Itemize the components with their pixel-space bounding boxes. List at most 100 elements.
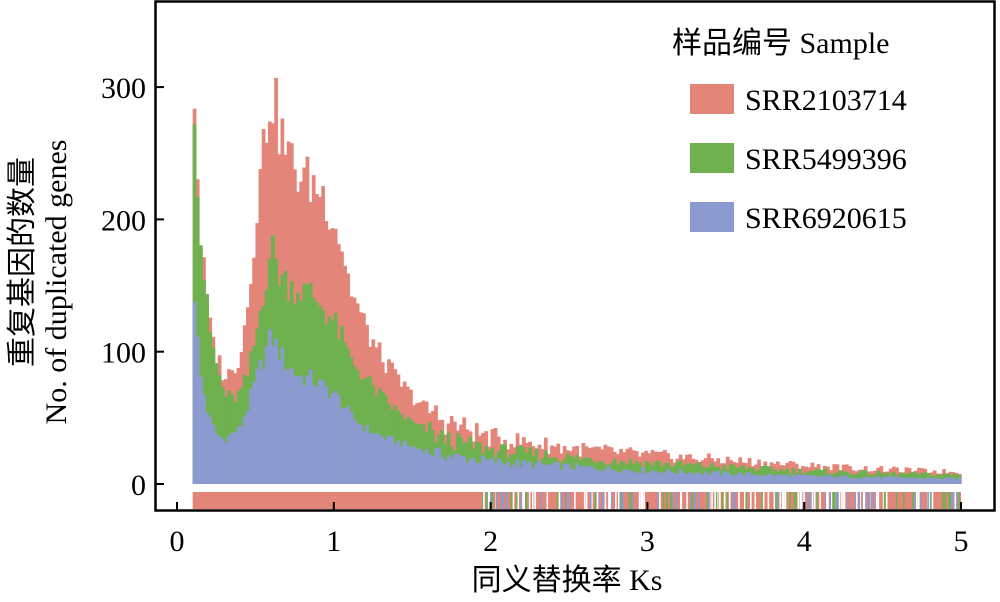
- x-axis-label: 同义替换率 Ks: [472, 564, 663, 597]
- legend-title: 样品编号 Sample: [672, 27, 890, 60]
- rug-tick: [726, 492, 728, 509]
- rug-tick: [605, 492, 607, 509]
- rug-tick: [724, 492, 726, 509]
- rug-tick: [795, 492, 797, 509]
- y-tick-label: 300: [101, 72, 146, 105]
- rug-tick: [574, 492, 576, 509]
- rug-tick: [659, 492, 661, 509]
- rug-tick: [643, 492, 645, 509]
- rug-tick: [602, 492, 604, 509]
- rug-tick: [834, 492, 836, 509]
- rug-tick: [954, 492, 956, 509]
- rug-tick: [750, 492, 752, 509]
- rug-tick: [801, 492, 803, 509]
- y-tick-label: 200: [101, 204, 146, 237]
- rug-tick: [856, 492, 858, 509]
- rug-tick: [918, 492, 920, 509]
- rug-tick: [513, 492, 515, 509]
- rug-tick: [761, 492, 763, 509]
- rug-tick: [783, 492, 785, 509]
- histogram-bars: [193, 78, 962, 484]
- x-tick-label: 0: [170, 525, 185, 558]
- rug-tick: [854, 492, 856, 509]
- rug-tick: [663, 492, 665, 509]
- rug-tick: [486, 492, 488, 509]
- rug-tick: [584, 492, 586, 509]
- x-tick-label: 4: [797, 525, 812, 558]
- rug-tick: [521, 492, 523, 509]
- rug-tick: [839, 492, 841, 509]
- rug-tick: [698, 492, 700, 509]
- rug-tick: [595, 492, 597, 509]
- legend-label-srr5499396: SRR5499396: [745, 143, 907, 176]
- rug-tick: [692, 492, 694, 509]
- rug-tick: [529, 492, 531, 509]
- rug-tick: [735, 492, 737, 509]
- legend-swatch-srr2103714: [690, 84, 734, 114]
- rug-tick: [903, 492, 905, 509]
- rug-tick: [565, 492, 567, 509]
- rug-tick: [843, 492, 845, 509]
- rug-tick: [841, 492, 843, 509]
- rug-tick: [814, 492, 816, 509]
- y-tick-label: 0: [131, 469, 146, 502]
- rug-tick: [775, 492, 777, 509]
- rug-tick: [932, 492, 934, 509]
- rug-tick: [816, 492, 818, 509]
- rug-tick: [953, 492, 955, 509]
- rug-tick: [884, 492, 886, 509]
- rug-tick: [511, 492, 513, 509]
- y-axis-label-en: No. of duplicated genes: [40, 140, 73, 425]
- rug-tick: [496, 492, 498, 509]
- rug-tick: [949, 492, 951, 509]
- rug-tick: [754, 492, 756, 509]
- rug-tick: [744, 492, 746, 509]
- rug-tick: [914, 492, 916, 509]
- rug-tick: [615, 492, 617, 509]
- rug-tick: [732, 492, 734, 509]
- rug-tick: [827, 492, 829, 509]
- x-tick-label: 1: [326, 525, 341, 558]
- rug-tick: [559, 492, 561, 509]
- x-tick-label: 3: [640, 525, 655, 558]
- rug-tick: [629, 492, 631, 509]
- rug-tick: [534, 492, 536, 509]
- rug-tick: [488, 492, 490, 509]
- rug-tick: [618, 492, 620, 509]
- legend-swatch-srr6920615: [690, 202, 734, 232]
- rug-tick: [916, 492, 918, 509]
- rug-tick: [517, 492, 519, 509]
- rug-tick: [501, 492, 503, 509]
- rug-tick: [912, 492, 914, 509]
- rug-tick: [798, 492, 800, 509]
- rug-tick: [789, 492, 791, 509]
- rug-tick: [666, 492, 668, 509]
- x-tick-label: 2: [483, 525, 498, 558]
- rug-tick: [794, 492, 796, 509]
- rug-tick: [819, 492, 821, 509]
- rug-tick: [525, 492, 527, 509]
- rug-tick: [657, 492, 659, 509]
- rug-tick: [863, 492, 865, 509]
- legend-swatch-srr5499396: [690, 143, 734, 173]
- rug-tick: [639, 492, 641, 509]
- rug-tick: [540, 492, 542, 509]
- rug-tick: [719, 492, 721, 509]
- rug-tick: [492, 492, 494, 509]
- rug-strip: [193, 492, 961, 509]
- rug-tick: [503, 492, 505, 509]
- rug-tick: [785, 492, 787, 509]
- rug-tick: [920, 492, 922, 509]
- rug-tick: [590, 492, 592, 509]
- rug-tick: [532, 492, 534, 509]
- rug-tick: [942, 492, 944, 509]
- rug-tick: [642, 492, 644, 509]
- rug-tick: [681, 492, 683, 509]
- rug-tick: [597, 492, 599, 509]
- rug-tick: [927, 492, 929, 509]
- y-axis-label-cn: 重复基因的数量: [6, 157, 39, 367]
- rug-tick: [707, 492, 709, 509]
- rug-base: [193, 492, 961, 509]
- rug-tick: [560, 492, 562, 509]
- rug-tick: [768, 492, 770, 509]
